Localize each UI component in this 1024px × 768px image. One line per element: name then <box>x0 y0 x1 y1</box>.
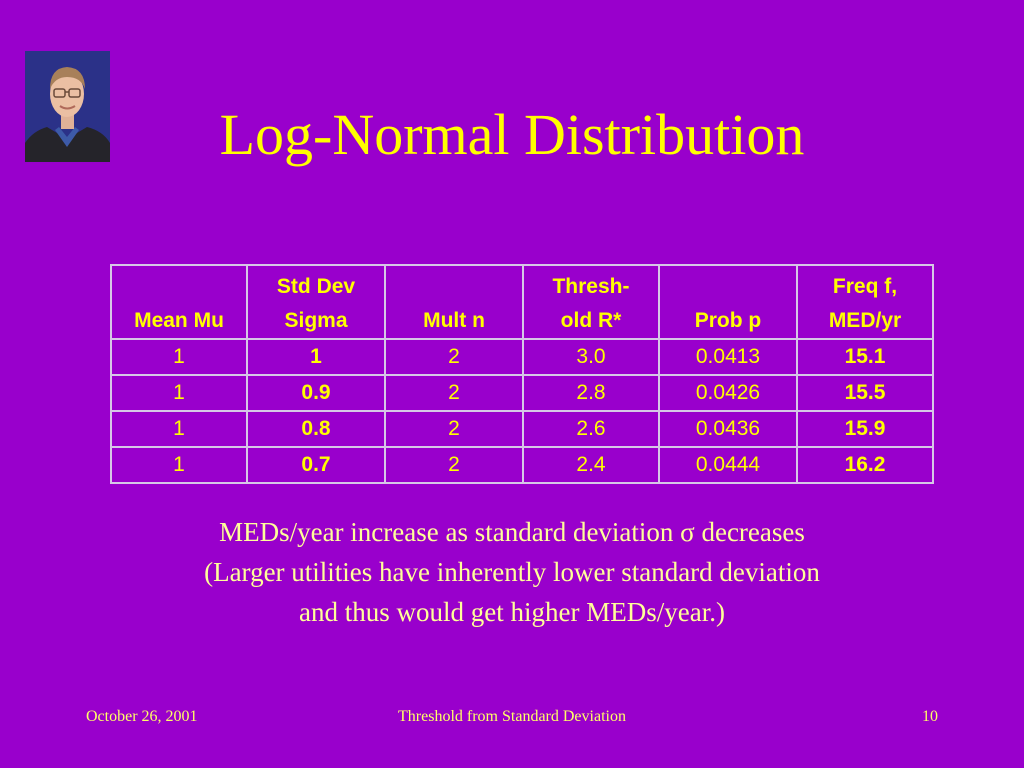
cell-freq: 15.5 <box>796 374 934 412</box>
footer-title: Threshold from Standard Deviation <box>398 708 626 725</box>
cell-prob-p: 0.0444 <box>658 446 798 484</box>
presenter-photo <box>25 51 110 162</box>
slide-title: Log-Normal Distribution <box>219 102 805 167</box>
cell-prob-p: 0.0413 <box>658 338 798 376</box>
header-freq: Freq f, MED/yr <box>796 264 934 340</box>
cell-threshold: 2.4 <box>522 446 660 484</box>
cell-mult-n: 2 <box>384 374 524 412</box>
cell-mult-n: 2 <box>384 338 524 376</box>
cell-threshold: 2.8 <box>522 374 660 412</box>
cell-mean-mu: 1 <box>110 446 248 484</box>
header-std-dev-sigma: Std Dev Sigma <box>246 264 386 340</box>
footer-page-number: 10 <box>922 708 938 725</box>
footer-date: October 26, 2001 <box>86 708 198 725</box>
cell-sigma: 1 <box>246 338 386 376</box>
table-row: 1 0.8 2 2.6 0.0436 15.9 <box>110 410 934 448</box>
cell-prob-p: 0.0426 <box>658 374 798 412</box>
cell-mult-n: 2 <box>384 446 524 484</box>
cell-freq: 16.2 <box>796 446 934 484</box>
body-line: (Larger utilities have inherently lower … <box>204 557 820 587</box>
lognormal-table: Mean Mu Std Dev Sigma Mult n Thresh-old R… <box>110 264 934 484</box>
slide-body: MEDs/year increase as standard deviation… <box>0 512 1024 632</box>
body-line: MEDs/year increase as standard deviation… <box>219 517 805 547</box>
table-row: 1 0.9 2 2.8 0.0426 15.5 <box>110 374 934 412</box>
table-row: 1 1 2 3.0 0.0413 15.1 <box>110 338 934 376</box>
cell-mult-n: 2 <box>384 410 524 448</box>
header-mult-n: Mult n <box>384 264 524 340</box>
portrait-icon <box>25 51 110 162</box>
header-threshold: Thresh-old R* <box>522 264 660 340</box>
header-prob-p: Prob p <box>658 264 798 340</box>
body-line: and thus would get higher MEDs/year.) <box>299 597 725 627</box>
cell-mean-mu: 1 <box>110 338 248 376</box>
cell-threshold: 2.6 <box>522 410 660 448</box>
cell-sigma: 0.7 <box>246 446 386 484</box>
table-row: 1 0.7 2 2.4 0.0444 16.2 <box>110 446 934 484</box>
cell-mean-mu: 1 <box>110 410 248 448</box>
cell-freq: 15.1 <box>796 338 934 376</box>
cell-freq: 15.9 <box>796 410 934 448</box>
cell-sigma: 0.8 <box>246 410 386 448</box>
cell-mean-mu: 1 <box>110 374 248 412</box>
table-header-row: Mean Mu Std Dev Sigma Mult n Thresh-old R… <box>110 264 934 340</box>
cell-sigma: 0.9 <box>246 374 386 412</box>
cell-threshold: 3.0 <box>522 338 660 376</box>
cell-prob-p: 0.0436 <box>658 410 798 448</box>
header-mean-mu: Mean Mu <box>110 264 248 340</box>
